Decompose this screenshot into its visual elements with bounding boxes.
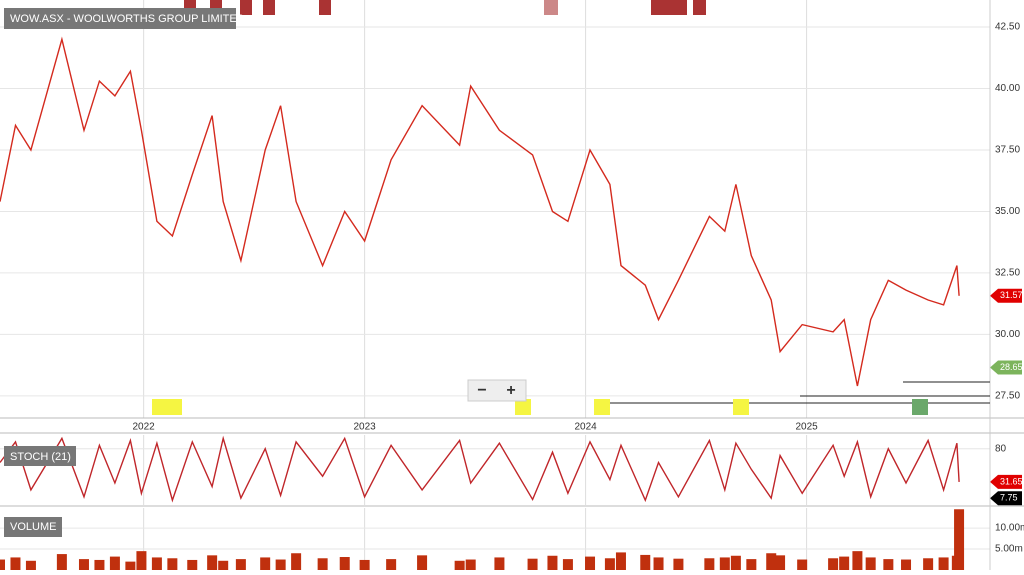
volume-bar [339, 557, 350, 570]
volume-bar [640, 554, 651, 570]
x-tick-label: 2023 [353, 422, 376, 433]
zoom-in[interactable]: + [506, 382, 515, 399]
volume-bar [386, 559, 397, 570]
volume-bar [797, 559, 808, 570]
x-tick-label: 2022 [133, 422, 156, 433]
volume-bar [454, 560, 465, 570]
volume-bar [766, 553, 777, 570]
volume-bar [839, 556, 850, 570]
zoom-out[interactable]: − [477, 382, 486, 399]
y-tick-label: 32.50 [995, 268, 1020, 279]
volume-bar [775, 555, 786, 570]
volume-bar [465, 559, 476, 570]
note-marker[interactable] [515, 399, 531, 415]
volume-bar [527, 558, 538, 570]
volume-bar [167, 558, 178, 570]
volume-bar [417, 555, 428, 570]
volume-bar [494, 557, 505, 570]
volume-bar [615, 552, 626, 570]
volume-bar [901, 559, 912, 570]
event-marker[interactable] [263, 0, 275, 15]
volume-bar [56, 554, 67, 570]
volume-bar [359, 559, 370, 570]
volume-bar [109, 556, 120, 570]
price-tag [990, 360, 1022, 375]
volume-bar [25, 560, 36, 570]
note-marker[interactable] [152, 399, 182, 415]
volume-bar [125, 561, 136, 570]
y-tick-label: 37.50 [995, 145, 1020, 156]
volume-bar [10, 557, 21, 570]
volume-bar [719, 557, 730, 570]
price-tag [990, 491, 1022, 506]
price-tag-label: 7.75 [1000, 493, 1018, 503]
volume-bar [585, 556, 596, 570]
price-tag-label: 31.65 [1000, 476, 1023, 486]
volume-bar [235, 559, 246, 570]
event-marker[interactable] [319, 0, 331, 15]
volume-bar [260, 557, 271, 570]
event-marker[interactable] [693, 0, 706, 15]
price-line [0, 435, 960, 503]
y-tick-label: 80 [995, 443, 1007, 454]
mark-layer: 31.57 28.655 31.65 7.75 [0, 36, 1024, 570]
price-tag-label: 28.655 [1000, 362, 1024, 372]
volume-bar [78, 559, 89, 570]
title-box [4, 446, 76, 466]
volume-bar [954, 509, 965, 570]
volume-bar [673, 558, 684, 570]
y-tick-label: 35.00 [995, 206, 1020, 217]
volume-bar [938, 557, 949, 570]
title-box [4, 8, 236, 29]
panel-title: VOLUME [10, 521, 56, 533]
volume-bar [923, 558, 934, 570]
y-tick-label: 42.50 [995, 22, 1020, 33]
volume-bar [218, 560, 229, 570]
price-line [0, 36, 960, 387]
zoom-control [467, 379, 527, 402]
price-tag [990, 474, 1022, 489]
y-tick-label: 30.00 [995, 329, 1020, 340]
volume-bar [746, 559, 757, 570]
x-tick-label: 2025 [795, 422, 818, 433]
volume-bar [730, 555, 741, 570]
volume-bar [0, 559, 5, 570]
volume-bar [653, 557, 664, 570]
y-tick-label: 27.50 [995, 391, 1020, 402]
note-marker[interactable] [733, 399, 749, 415]
volume-bar [136, 551, 147, 570]
volume-bar [704, 558, 715, 570]
volume-bar [547, 555, 558, 570]
price-tag [990, 288, 1022, 303]
volume-bar [207, 555, 218, 570]
event-marker[interactable] [544, 0, 558, 15]
panel-title: STOCH (21) [10, 451, 71, 463]
volume-bar [187, 559, 198, 570]
volume-bar [852, 551, 863, 570]
note-marker[interactable] [912, 399, 928, 415]
y-tick-label: 5.00m [995, 544, 1023, 555]
chart-title: WOW.ASX - WOOLWORTHS GROUP LIMITED [10, 13, 245, 25]
volume-bar [883, 559, 894, 570]
volume-bar [317, 558, 328, 570]
volume-bar [865, 557, 876, 570]
y-tick-label: 10.00m [995, 523, 1024, 534]
volume-bar [828, 558, 839, 570]
volume-bar [604, 558, 615, 570]
price-tag-label: 31.57 [1000, 290, 1023, 300]
volume-bar [275, 559, 286, 570]
title-box [4, 517, 62, 537]
event-marker[interactable] [651, 0, 687, 15]
volume-bar [151, 557, 162, 570]
event-marker[interactable] [240, 0, 252, 15]
y-tick-label: 40.00 [995, 83, 1020, 94]
note-marker[interactable] [594, 399, 610, 415]
volume-bar [94, 559, 105, 570]
volume-bar [562, 559, 573, 570]
volume-bar [291, 553, 302, 570]
x-tick-label: 2024 [574, 422, 597, 433]
